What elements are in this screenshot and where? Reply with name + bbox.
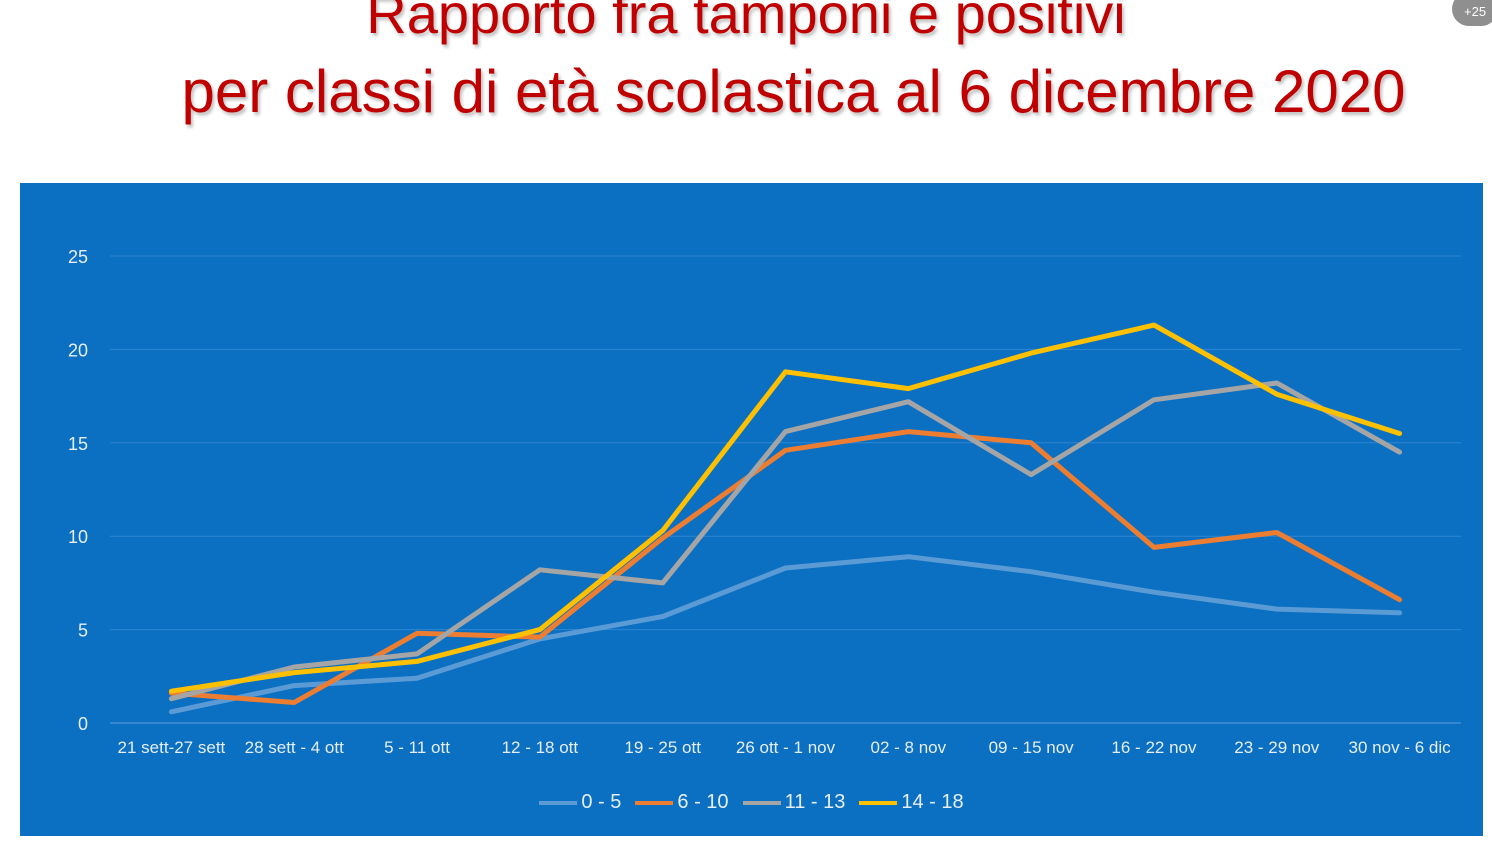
x-tick-label: 09 - 15 nov: [989, 738, 1075, 757]
legend-swatch: [742, 800, 781, 805]
series-line-11-13: [168, 380, 1403, 702]
title-line-2: per classi di età scolastica al 6 dicemb…: [181, 58, 1406, 125]
x-tick-label: 12 - 18 ott: [502, 738, 579, 757]
x-tick-label: 30 nov - 6 dic: [1349, 738, 1452, 757]
y-tick-label: 5: [78, 621, 88, 641]
legend-swatch: [859, 800, 898, 805]
legend-item: 6 - 10: [635, 791, 729, 814]
legend-item: 0 - 5: [539, 791, 621, 814]
notification-badge[interactable]: +25: [1452, 0, 1492, 26]
x-tick-label: 5 - 11 ott: [384, 738, 450, 757]
legend-item: 14 - 18: [859, 791, 964, 814]
legend-swatch: [635, 800, 674, 805]
legend-label: 14 - 18: [901, 791, 964, 813]
y-tick-label: 20: [68, 340, 88, 360]
legend-label: 0 - 5: [581, 791, 622, 813]
chart-panel: 0 5 10 15 20 25 21 sett-27 sett 28 sett - 4 ott…: [20, 183, 1483, 836]
series-line-14-18: [168, 322, 1403, 694]
legend-label: 11 - 13: [784, 791, 846, 813]
x-tick-label: 02 - 8 nov: [871, 738, 947, 757]
x-tick-label: 19 - 25 ott: [624, 738, 701, 757]
y-tick-label: 10: [68, 527, 88, 547]
legend-item: 11 - 13: [742, 791, 846, 814]
x-tick-label: 16 - 22 nov: [1111, 738, 1197, 757]
x-tick-label: 23 - 29 nov: [1234, 738, 1320, 757]
x-tick-label: 26 ott - 1 nov: [736, 738, 836, 757]
legend-label: 6 - 10: [677, 791, 729, 813]
title-line-1: Rapporto fra tamponi e positivi: [366, 0, 1126, 45]
line-chart: 0 5 10 15 20 25 21 sett-27 sett 28 sett - 4 ott…: [68, 247, 1461, 757]
series-line-0-5: [168, 554, 1403, 715]
y-tick-label: 15: [68, 434, 88, 454]
y-tick-label: 25: [68, 247, 88, 267]
x-tick-label: 28 sett - 4 ott: [245, 738, 344, 757]
chart-legend: 0 - 5 6 - 10 11 - 13 14 - 18: [20, 791, 1483, 814]
x-tick-label: 21 sett-27 sett: [118, 738, 226, 757]
legend-swatch: [539, 800, 578, 805]
slide-title: Rapporto fra tamponi e positivi per clas…: [0, 0, 1492, 128]
y-tick-label: 0: [78, 714, 88, 734]
